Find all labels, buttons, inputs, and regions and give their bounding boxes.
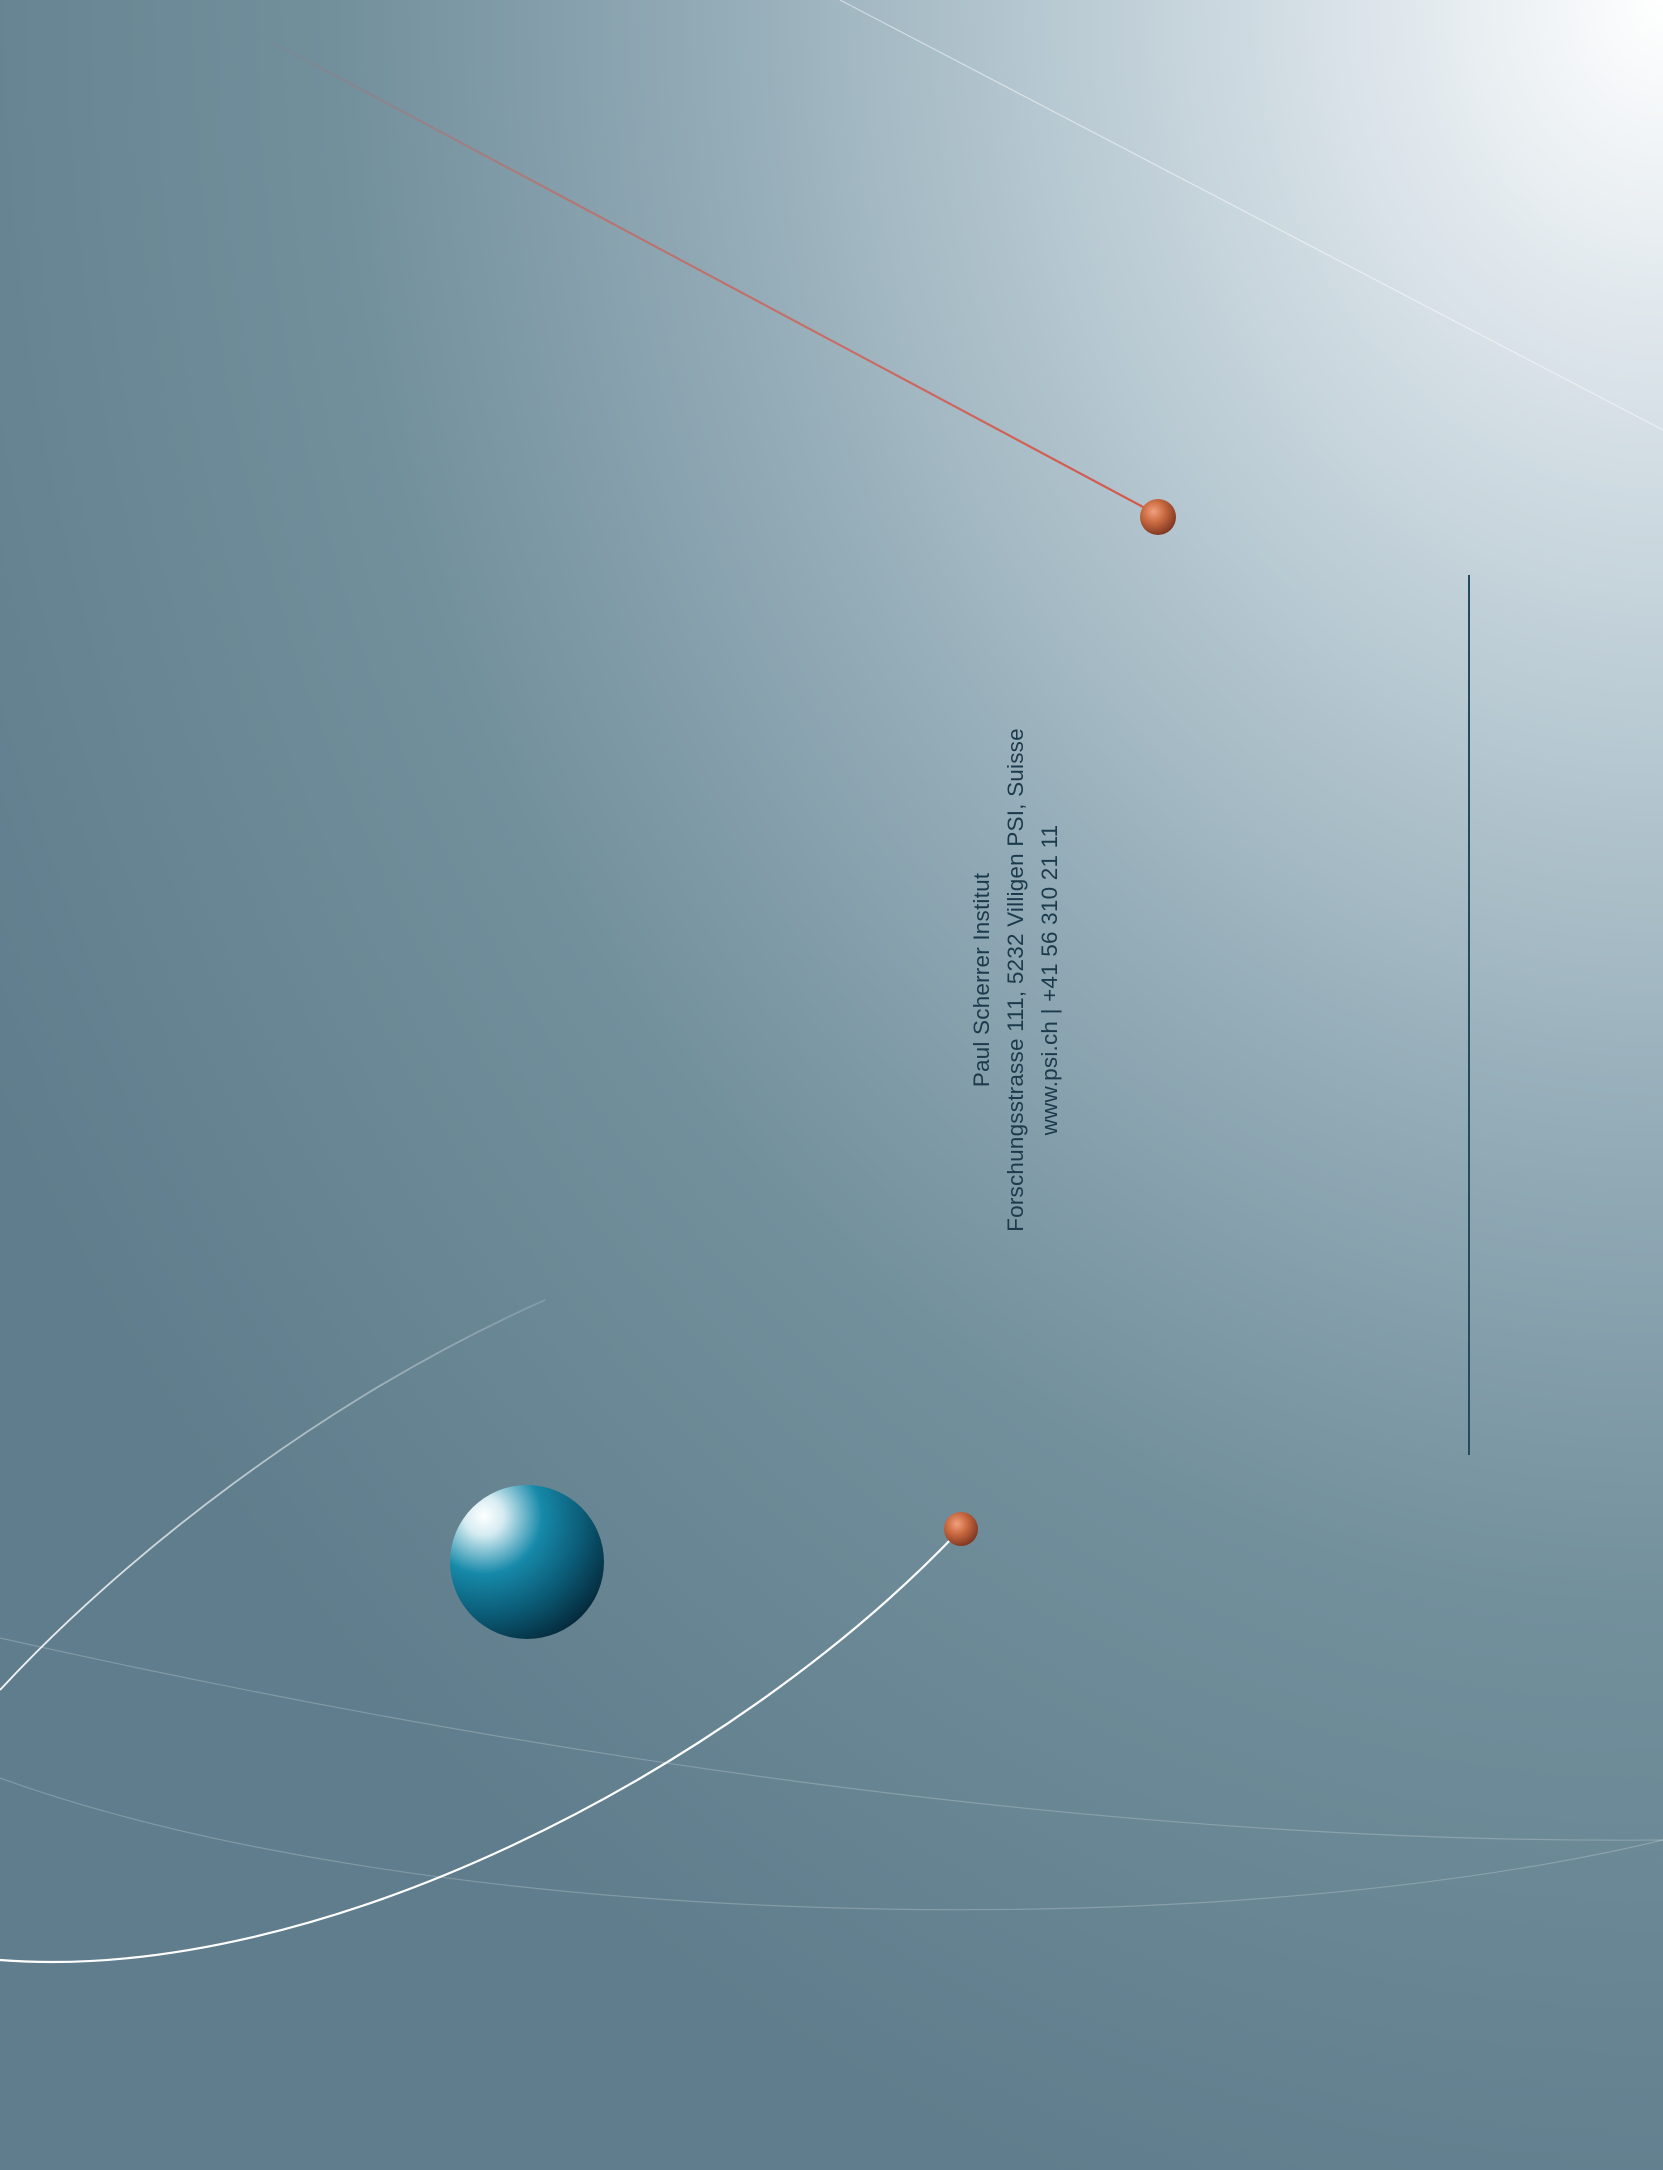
institution-address: Forschungsstrasse 111, 5232 Villigen PSI… [1003,728,1028,1232]
blue-sphere [450,1485,604,1639]
institution-name: Paul Scherrer Institut [969,872,994,1088]
white-orbit-left [0,1299,546,1691]
faint-orbit-arc-1 [0,1637,1663,1841]
vertical-rule [1468,575,1470,1455]
faint-orbit-arc-2 [0,1777,1663,1911]
address-block: Paul Scherrer Institut Forschungsstrasse… [965,640,1075,1320]
copper-sphere-small [944,1512,978,1546]
white-orbit-bottom [0,1534,956,1964]
faint-light-line [839,0,1663,431]
red-trajectory-line [249,29,1146,509]
copper-sphere-large [1140,499,1176,535]
institution-contact: www.psi.ch | +41 56 310 21 11 [1037,824,1062,1136]
